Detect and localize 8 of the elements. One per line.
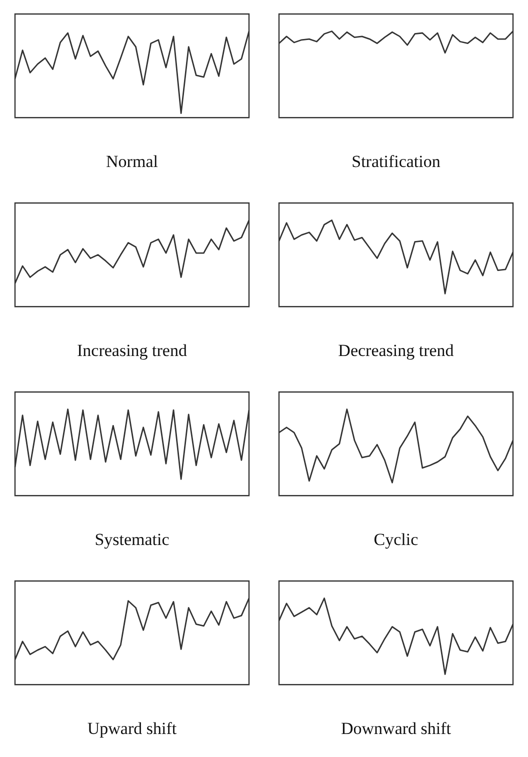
x-axis-title: Decreasing trend <box>338 341 454 361</box>
x-axis-title: Cyclic <box>374 530 418 550</box>
x-axis-title: Increasing trend <box>77 341 187 361</box>
x-axis-title: Systematic <box>94 530 170 550</box>
x-axis-title: Downward shift <box>340 719 451 739</box>
x-axis-title: Normal <box>106 152 158 172</box>
x-axis-title: Upward shift <box>87 719 177 739</box>
x-axis-title: Stratification <box>352 152 440 172</box>
